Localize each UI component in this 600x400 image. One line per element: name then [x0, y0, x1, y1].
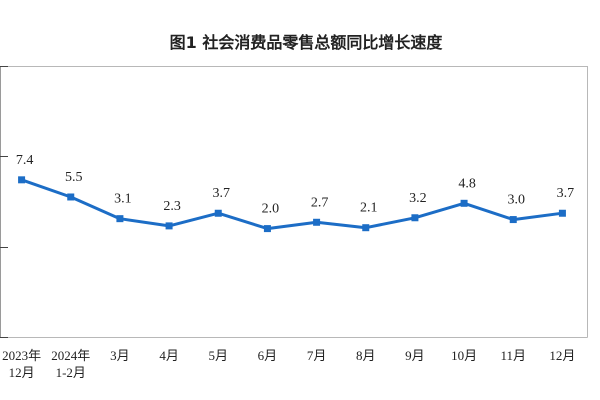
data-point: [460, 199, 468, 207]
data-label: 4.8: [458, 176, 476, 191]
x-tick-label-line: 12月: [9, 365, 35, 380]
x-tick-label-line: 10月: [451, 348, 477, 363]
data-point: [116, 215, 124, 223]
data-label: 2.1: [360, 201, 378, 216]
data-markers: [18, 176, 566, 233]
series-group: [20, 178, 564, 231]
x-tick-label: 4月: [159, 348, 179, 363]
x-tick-label-line: 1-2月: [56, 365, 86, 380]
series-line: [20, 178, 564, 231]
x-tick-label-line: 4月: [159, 348, 179, 363]
x-tick-label: 3月: [110, 348, 130, 363]
data-labels: 7.4 5.5 3.1 2.3 3.7 2.0 2.7 2.1 3.2 4.8 3.0 3.7: [16, 153, 574, 217]
data-label: 7.4: [16, 153, 34, 168]
x-tick-label: 6月: [258, 348, 278, 363]
data-label: 5.5: [65, 170, 83, 185]
x-tick-label-line: 5月: [208, 348, 228, 363]
data-label: 3.2: [409, 191, 427, 206]
data-label: 3.7: [557, 186, 575, 201]
x-tick-label: 7月: [307, 348, 327, 363]
x-tick-label: 11月: [500, 348, 526, 363]
x-tick-label: 9月: [405, 348, 425, 363]
data-point: [509, 216, 517, 224]
x-axis-labels: 2023年 12月 2024年 1-2月 3月 4月 5月 6月 7月 8月 9月 10月 11月 12月: [2, 348, 575, 380]
data-label: 3.1: [114, 192, 132, 207]
x-tick-label-line: 2024年: [51, 348, 90, 363]
data-point: [411, 214, 419, 222]
x-tick-label-line: 3月: [110, 348, 130, 363]
data-label: 3.0: [508, 193, 526, 208]
x-tick-label: 2024年 1-2月: [51, 348, 90, 380]
x-tick-label-line: 12月: [549, 348, 575, 363]
x-tick-label: 2023年 12月: [2, 348, 41, 380]
x-tick-label-line: 7月: [307, 348, 327, 363]
data-label: 3.7: [213, 186, 231, 201]
x-tick-label: 5月: [208, 348, 228, 363]
data-point: [214, 209, 222, 217]
x-tick-label: 12月: [549, 348, 575, 363]
chart-title: 图1 社会消费品零售总额同比增长速度: [170, 33, 444, 52]
x-tick-label-line: 11月: [500, 348, 526, 363]
x-tick-label-line: 6月: [258, 348, 278, 363]
data-point: [263, 225, 271, 233]
plot-frame: [0, 66, 588, 338]
data-point: [165, 222, 173, 230]
data-point: [18, 176, 26, 184]
data-label: 2.7: [311, 195, 329, 210]
data-label: 2.3: [163, 199, 181, 214]
y-axis-ticks: [0, 66, 8, 338]
x-tick-label-line: 8月: [356, 348, 376, 363]
x-tick-label-line: 9月: [405, 348, 425, 363]
data-point: [313, 218, 321, 226]
x-tick-label: 8月: [356, 348, 376, 363]
x-tick-label-line: 2023年: [2, 348, 41, 363]
data-point: [558, 209, 566, 217]
data-label: 2.0: [262, 202, 280, 217]
data-point: [362, 224, 370, 232]
x-tick-label: 10月: [451, 348, 477, 363]
data-point: [67, 193, 75, 201]
